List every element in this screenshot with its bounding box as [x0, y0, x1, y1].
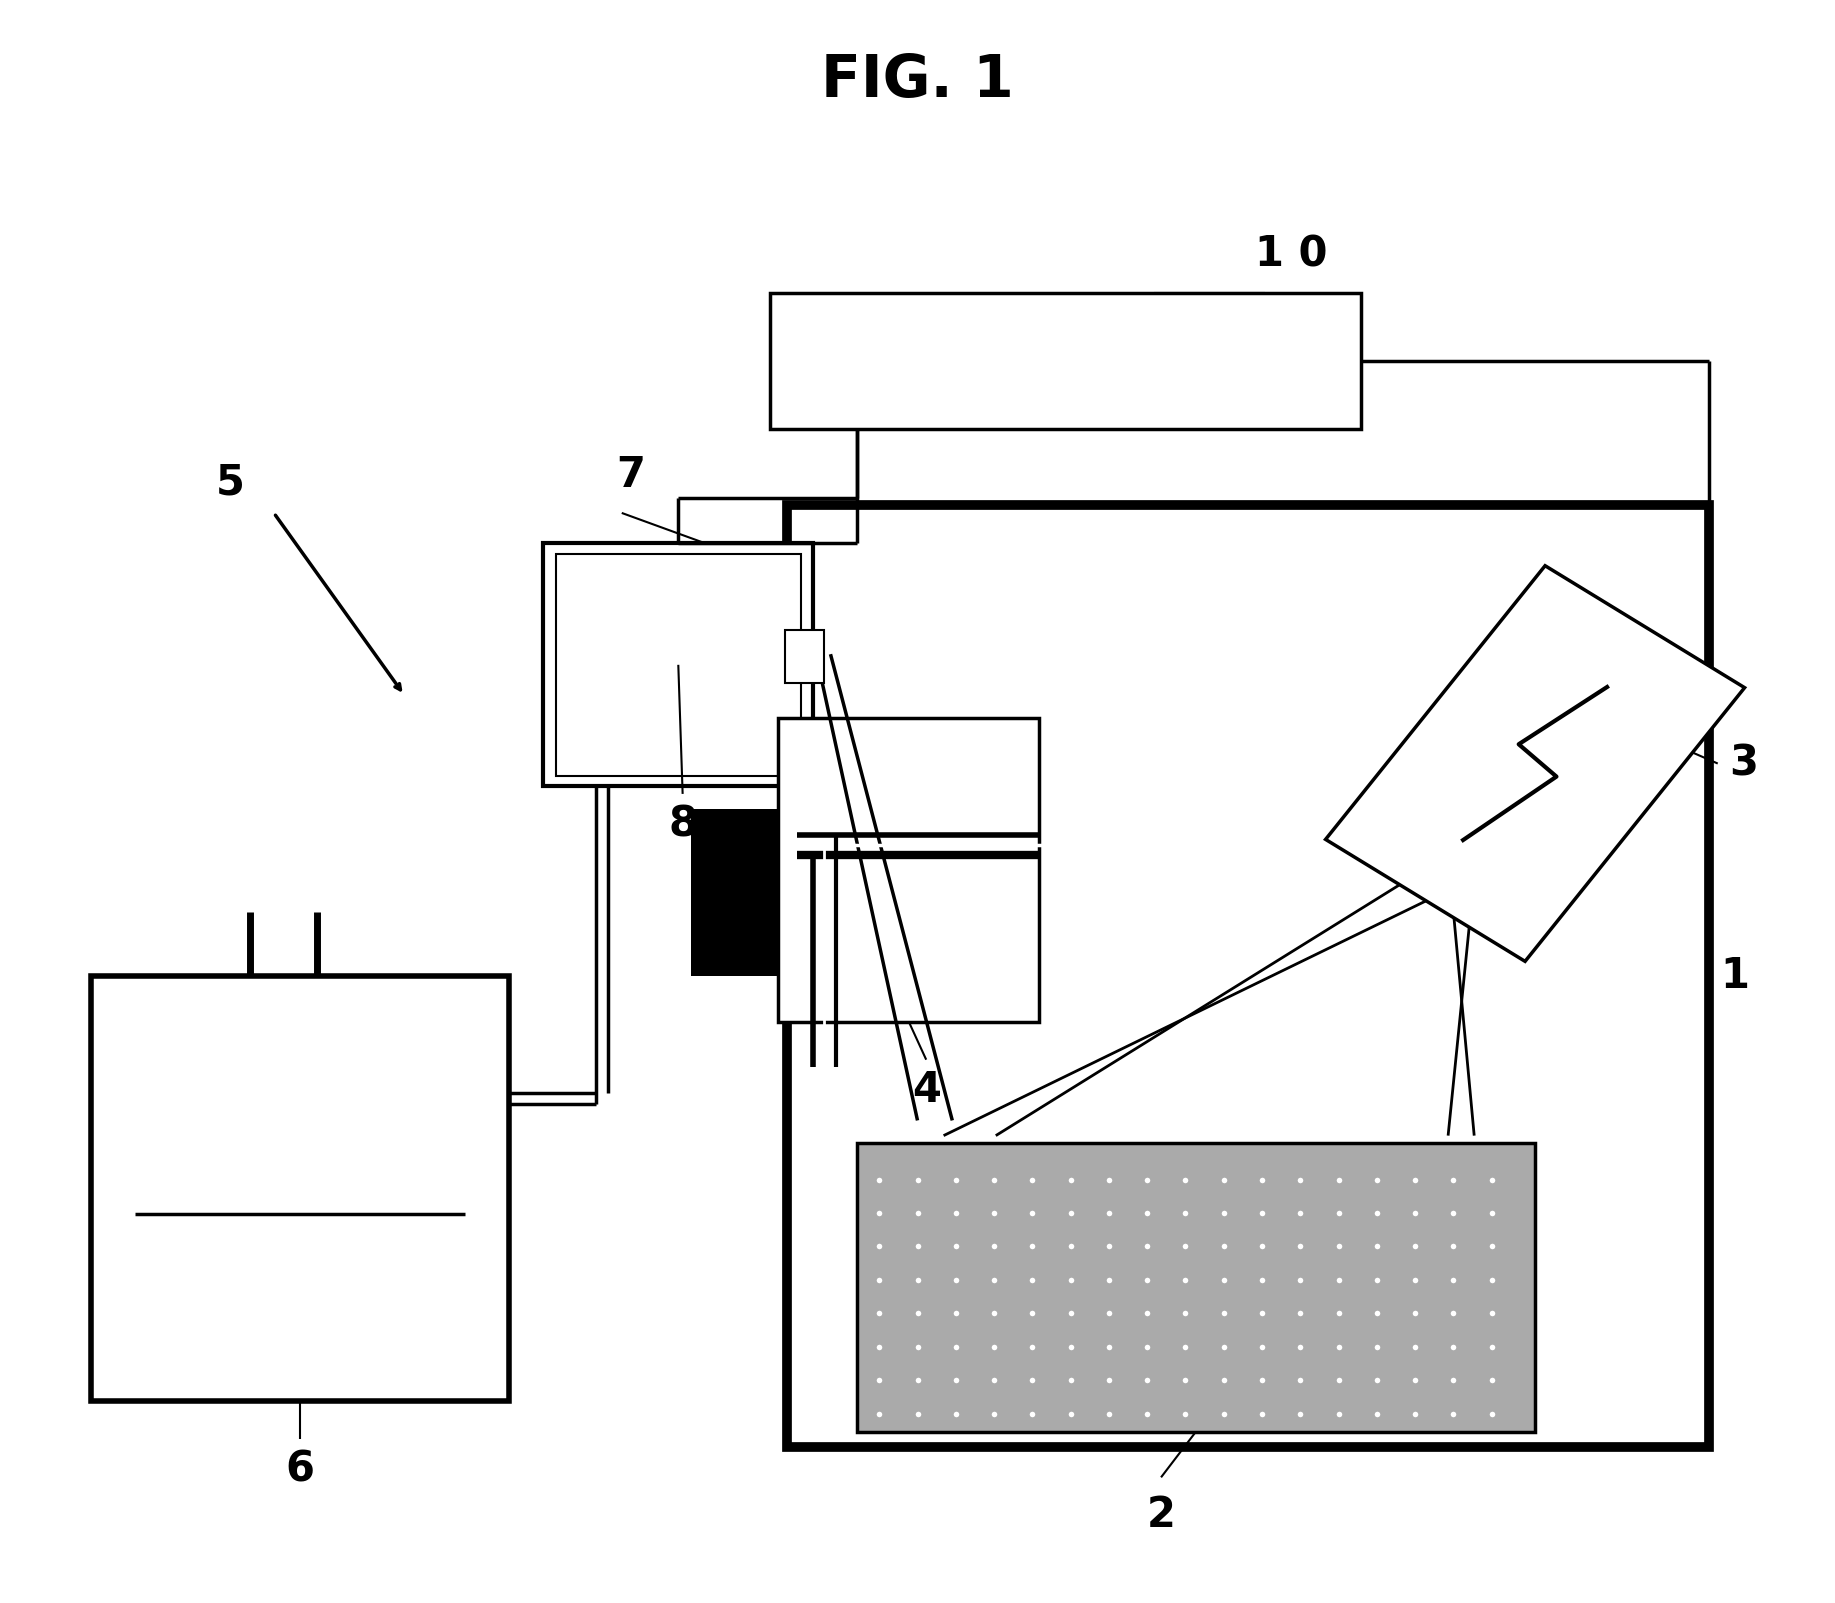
- Text: 6: 6: [286, 1449, 314, 1491]
- Text: 1 0: 1 0: [1255, 234, 1329, 276]
- Text: 3: 3: [1729, 742, 1758, 784]
- Text: 2: 2: [1147, 1494, 1176, 1536]
- FancyBboxPatch shape: [778, 718, 1039, 1021]
- Text: 5: 5: [217, 462, 244, 503]
- Text: FIG. 1: FIG. 1: [820, 51, 1015, 109]
- FancyBboxPatch shape: [769, 293, 1362, 430]
- Polygon shape: [1325, 566, 1745, 962]
- FancyBboxPatch shape: [543, 543, 813, 787]
- Text: 4: 4: [912, 1069, 941, 1111]
- FancyBboxPatch shape: [857, 1143, 1536, 1431]
- FancyBboxPatch shape: [787, 505, 1708, 1448]
- Text: 7: 7: [617, 454, 644, 495]
- FancyBboxPatch shape: [92, 976, 508, 1401]
- FancyBboxPatch shape: [556, 555, 800, 776]
- FancyBboxPatch shape: [785, 630, 824, 683]
- FancyBboxPatch shape: [692, 810, 778, 976]
- Text: 8: 8: [668, 803, 697, 845]
- Text: 1: 1: [1721, 955, 1749, 997]
